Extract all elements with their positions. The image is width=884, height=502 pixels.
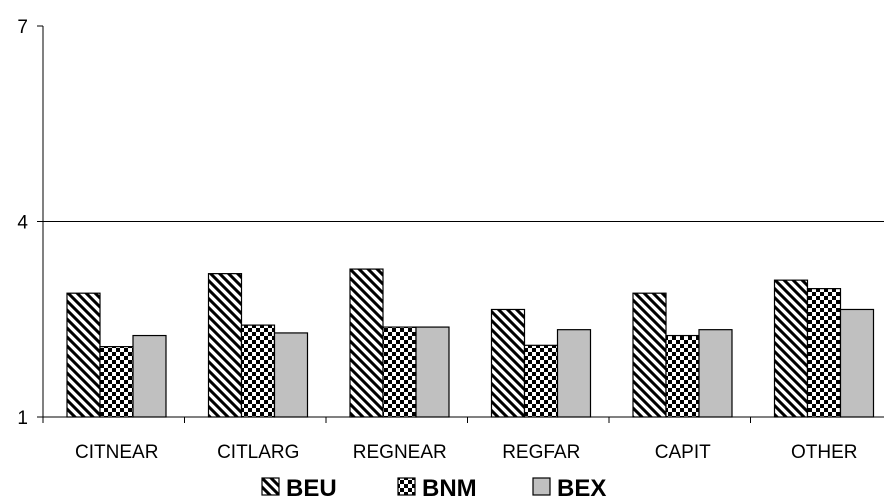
bars <box>66 268 875 418</box>
bar-beu-regfar <box>490 308 526 418</box>
legend-swatch-bex <box>532 477 551 496</box>
x-tick-label: CITLARG <box>217 442 299 463</box>
x-tick-label: OTHER <box>791 442 858 463</box>
bar-beu-other <box>773 279 809 418</box>
y-tick-label: 4 <box>17 213 28 234</box>
bar-bex-other <box>839 308 875 418</box>
tick-labels: 1 4 7 CITNEAR CITLARG REGNEAR REGFAR CAPIT OTHER <box>17 17 857 463</box>
y-tick-label: 7 <box>17 17 28 38</box>
x-tick-label: REGFAR <box>502 442 580 463</box>
bar-beu-citlarg <box>207 273 243 418</box>
bar-bnm-capit <box>665 334 700 418</box>
bar-bex-regnear <box>415 326 450 418</box>
bar-bnm-other <box>806 288 842 418</box>
axes <box>37 25 884 423</box>
x-tick-label: CAPIT <box>655 442 711 463</box>
bar-bex-citnear <box>132 334 167 418</box>
bar-bex-citlarg <box>273 332 309 418</box>
bar-beu-regnear <box>349 268 384 418</box>
bar-bex-regfar <box>556 329 592 418</box>
bar-bex-capit <box>698 329 733 418</box>
bar-bnm-regnear <box>382 326 417 418</box>
legend-label-bnm: BNM <box>422 475 477 502</box>
bar-beu-citnear <box>66 292 101 418</box>
legend-swatch-beu <box>261 477 280 496</box>
legend-label-bex: BEX <box>557 475 606 502</box>
legend-label-beu: BEU <box>286 475 337 502</box>
bar-bnm-regfar <box>523 344 559 418</box>
bar-bnm-citnear <box>99 346 134 418</box>
legend: BEU BNM BEX <box>261 475 606 502</box>
y-tick-label: 1 <box>17 408 28 429</box>
bar-bnm-citlarg <box>240 324 276 418</box>
legend-swatch-bnm <box>397 477 416 496</box>
x-tick-label: REGNEAR <box>353 442 447 463</box>
x-tick-label: CITNEAR <box>75 442 158 463</box>
bar-beu-capit <box>632 292 667 418</box>
